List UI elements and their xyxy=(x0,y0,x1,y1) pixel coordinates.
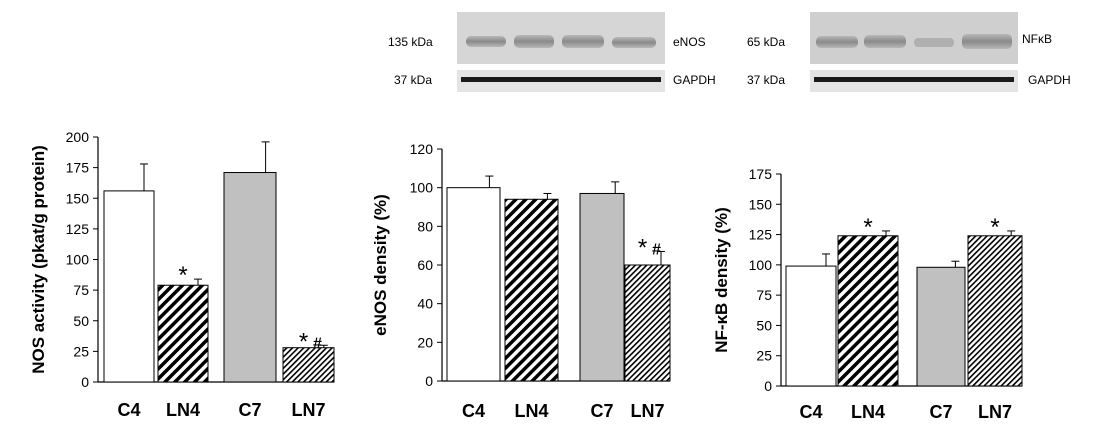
bar-ln7 xyxy=(967,235,1023,387)
y-tick-label: 50 xyxy=(756,317,772,333)
blot-nfkb-kda-top: 65 kDa xyxy=(747,35,785,49)
y-axis-label: NOS activity (pkat/g protein) xyxy=(29,145,48,374)
bar-c4 xyxy=(103,190,155,383)
y-tick-label: 0 xyxy=(425,373,433,389)
y-tick-label: 0 xyxy=(81,374,89,390)
category-label: LN7 xyxy=(291,400,325,420)
y-tick-label: 150 xyxy=(749,196,773,212)
y-tick-label: 75 xyxy=(756,287,772,303)
y-tick-label: 100 xyxy=(749,257,773,273)
significance-star: * xyxy=(178,262,187,289)
y-tick-label: 75 xyxy=(73,282,89,298)
y-tick-label: 175 xyxy=(66,160,90,176)
category-label: C7 xyxy=(929,402,952,422)
blot-band xyxy=(962,34,1012,49)
bar-ln4 xyxy=(837,235,899,387)
y-tick-label: 125 xyxy=(66,221,90,237)
category-label: C4 xyxy=(117,400,140,420)
y-tick-label: 150 xyxy=(66,190,90,206)
western-blot-nfkb: 65 kDa NFκB 37 kDa GAPDH xyxy=(747,12,1071,92)
category-label: C4 xyxy=(462,401,485,421)
y-tick-label: 200 xyxy=(66,129,90,145)
y-tick-label: 60 xyxy=(417,257,433,273)
blot-nfkb-kda-bottom: 37 kDa xyxy=(747,73,785,87)
bar-c7 xyxy=(223,172,277,383)
chart-enos-density: 0 20 40 60 80 100 120 eNOS density (%) C4 LN4 C7 LN… xyxy=(371,141,671,421)
significance-star: * xyxy=(638,234,647,261)
category-label: LN7 xyxy=(630,401,664,421)
significance-star: * xyxy=(299,328,308,355)
blot-nfkb-label-bottom: GAPDH xyxy=(1028,73,1071,87)
blot-enos-bands xyxy=(466,35,656,48)
chart-nfkb-density: 0 25 50 75 100 125 150 175 NF-κB density (%) C4 LN… xyxy=(712,166,1023,422)
western-blot-enos: 135 kDa eNOS 37 kDa GAPDH xyxy=(388,12,716,92)
significance-hash: # xyxy=(313,335,322,352)
category-label: LN7 xyxy=(978,402,1012,422)
y-axis-label: eNOS density (%) xyxy=(371,194,390,336)
bar-ln7 xyxy=(624,264,671,382)
category-label: C7 xyxy=(590,401,613,421)
blot-enos-kda-top: 135 kDa xyxy=(388,35,433,49)
bar-ln4 xyxy=(504,198,559,382)
y-tick-label: 120 xyxy=(410,141,434,157)
blot-nfkb-label-top: NFκB xyxy=(1022,32,1052,46)
blot-band xyxy=(514,35,554,48)
category-label: LN4 xyxy=(514,401,548,421)
y-tick-label: 40 xyxy=(417,296,433,312)
blot-enos-kda-bottom: 37 kDa xyxy=(394,73,432,87)
blot-band xyxy=(612,37,656,48)
bar-ln7 xyxy=(282,347,335,383)
y-tick-label: 175 xyxy=(749,166,773,182)
significance-hash: # xyxy=(652,241,661,258)
category-label: C7 xyxy=(238,400,261,420)
bar-c4 xyxy=(446,187,501,382)
bar-c4 xyxy=(785,265,837,387)
bar-ln4 xyxy=(157,284,209,383)
blot-band xyxy=(461,77,661,82)
category-label: LN4 xyxy=(166,400,200,420)
y-tick-label: 50 xyxy=(73,313,89,329)
blot-band xyxy=(814,77,1014,82)
bar-c7 xyxy=(916,266,966,387)
y-tick-label: 20 xyxy=(417,334,433,350)
blot-enos-label-top: eNOS xyxy=(673,35,706,49)
y-tick-label: 80 xyxy=(417,218,433,234)
significance-star: * xyxy=(990,214,999,241)
y-tick-label: 100 xyxy=(66,252,90,268)
significance-star: * xyxy=(863,214,872,241)
y-tick-label: 25 xyxy=(756,348,772,364)
blot-band xyxy=(816,36,858,48)
chart-nos-activity: 0 25 50 75 100 125 150 175 200 NOS activity (pkat… xyxy=(29,129,335,420)
blot-band xyxy=(864,35,906,48)
y-tick-label: 125 xyxy=(749,227,773,243)
blot-band xyxy=(466,36,506,47)
bar-c7 xyxy=(579,192,625,382)
category-label: C4 xyxy=(799,402,822,422)
y-tick-label: 25 xyxy=(73,343,89,359)
blot-band xyxy=(562,35,604,48)
blot-enos-label-bottom: GAPDH xyxy=(673,73,716,87)
category-label: LN4 xyxy=(851,402,885,422)
blot-nfkb-bands xyxy=(816,34,1012,49)
blot-band xyxy=(914,38,954,47)
y-tick-label: 0 xyxy=(764,378,772,394)
y-tick-label: 100 xyxy=(410,180,434,196)
y-axis-label: NF-κB density (%) xyxy=(712,207,731,352)
